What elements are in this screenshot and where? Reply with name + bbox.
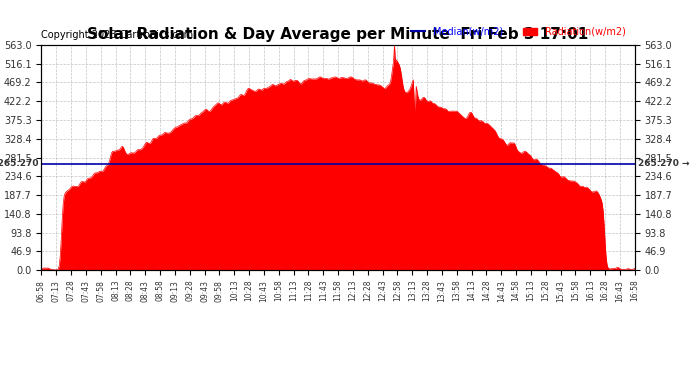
- Text: Copyright 2023 Cartronics.com: Copyright 2023 Cartronics.com: [41, 30, 193, 40]
- Text: 265.270 →: 265.270 →: [638, 159, 689, 168]
- Title: Solar Radiation & Day Average per Minute  Fri Feb 3 17:01: Solar Radiation & Day Average per Minute…: [88, 27, 589, 42]
- Text: ← 265.270: ← 265.270: [0, 159, 39, 168]
- Legend: Median(w/m2), Radiation(w/m2): Median(w/m2), Radiation(w/m2): [407, 23, 630, 40]
